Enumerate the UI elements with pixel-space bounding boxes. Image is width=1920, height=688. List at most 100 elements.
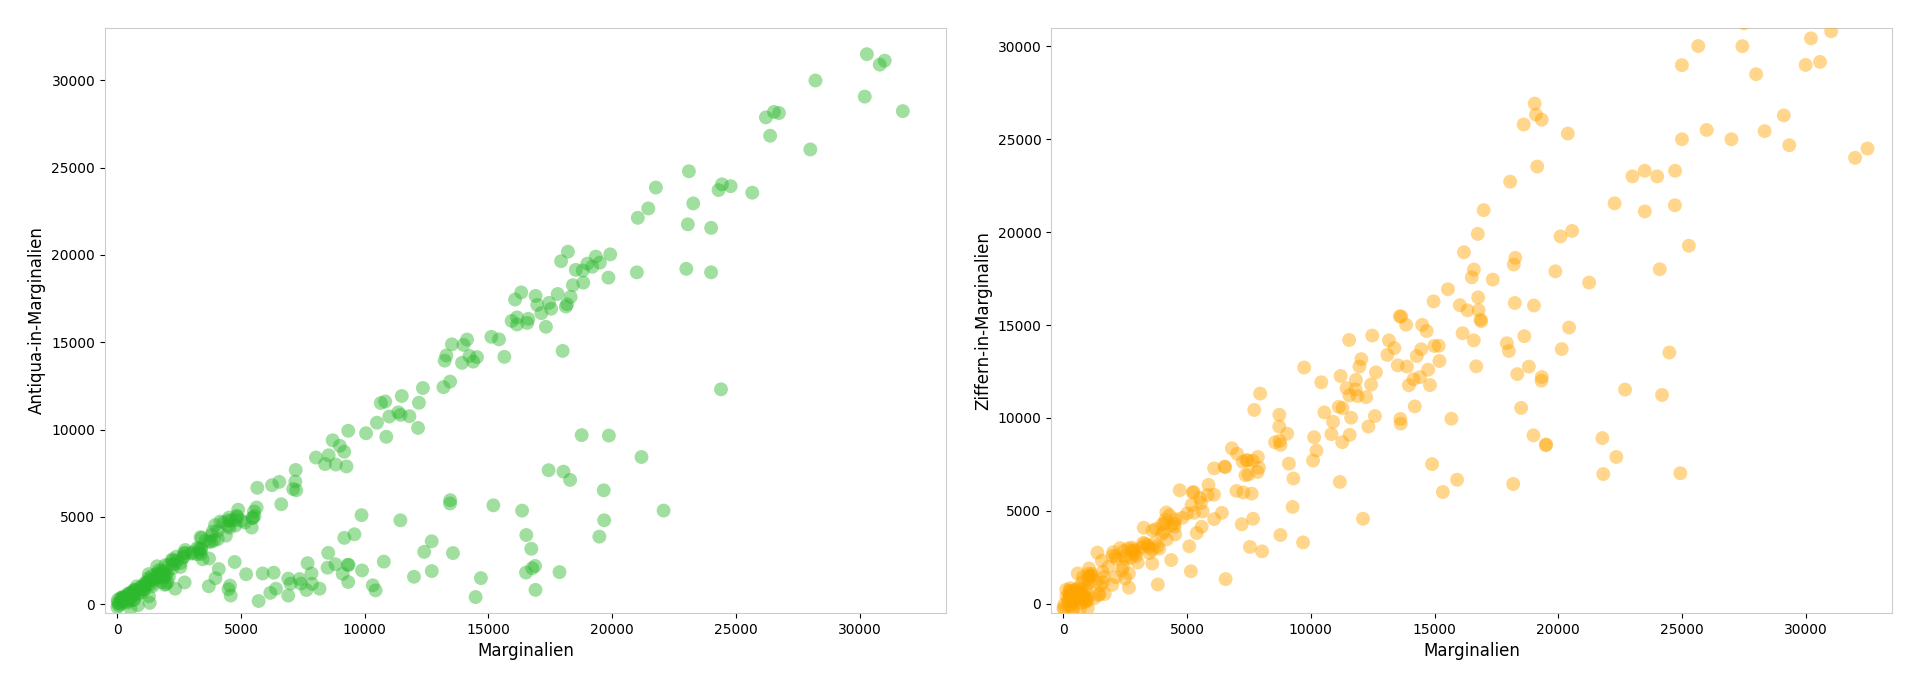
Point: [1110, 553, 1140, 564]
Point: [108, 593, 138, 604]
Point: [561, 264, 591, 275]
Point: [1073, 568, 1104, 579]
Point: [1073, 574, 1104, 585]
Point: [541, 288, 572, 299]
Point: [113, 596, 144, 607]
Point: [1692, 125, 1722, 136]
Point: [215, 522, 246, 533]
Point: [595, 249, 626, 260]
Point: [215, 515, 246, 526]
Point: [1142, 579, 1173, 590]
Point: [1271, 428, 1302, 439]
Point: [1279, 473, 1309, 484]
Point: [382, 407, 413, 418]
Point: [1066, 587, 1096, 598]
Point: [292, 558, 323, 569]
Point: [108, 591, 138, 602]
Point: [1325, 371, 1356, 382]
Point: [154, 571, 184, 582]
Point: [236, 522, 267, 533]
Point: [1463, 292, 1494, 303]
Point: [146, 565, 177, 576]
Point: [1238, 455, 1269, 466]
Point: [317, 435, 348, 446]
Point: [568, 265, 599, 276]
Point: [213, 515, 244, 526]
Point: [1133, 541, 1164, 552]
Point: [296, 579, 326, 590]
Point: [157, 554, 188, 565]
Point: [1405, 372, 1436, 383]
Point: [490, 352, 520, 363]
Point: [119, 585, 150, 596]
Point: [129, 584, 159, 595]
Point: [1117, 545, 1148, 556]
Point: [1114, 568, 1144, 579]
Point: [123, 600, 154, 611]
X-axis label: Marginalien: Marginalien: [1423, 642, 1521, 660]
Point: [1419, 296, 1450, 307]
Point: [1150, 518, 1181, 529]
Point: [205, 516, 236, 527]
Point: [1192, 480, 1223, 491]
Point: [165, 561, 196, 572]
Point: [1229, 487, 1260, 498]
Point: [1839, 152, 1870, 163]
Point: [150, 559, 180, 570]
Point: [403, 422, 434, 433]
Point: [407, 383, 438, 394]
Point: [536, 303, 566, 314]
Point: [127, 587, 157, 598]
Point: [1156, 555, 1187, 566]
Point: [144, 568, 175, 579]
Point: [1054, 601, 1085, 612]
Point: [113, 597, 144, 608]
Point: [142, 573, 173, 584]
Point: [1260, 437, 1290, 448]
Point: [1546, 343, 1576, 354]
Point: [451, 334, 482, 345]
Point: [1306, 377, 1336, 388]
Point: [136, 579, 167, 590]
Point: [1073, 603, 1104, 614]
Point: [190, 535, 221, 546]
Point: [386, 409, 417, 420]
Point: [516, 563, 547, 574]
Point: [1384, 413, 1415, 424]
Point: [1526, 114, 1557, 125]
Point: [1198, 489, 1229, 500]
Point: [695, 267, 726, 278]
Point: [1210, 462, 1240, 473]
Point: [186, 554, 217, 565]
Point: [1749, 126, 1780, 137]
Point: [1659, 200, 1690, 211]
Point: [1198, 513, 1229, 524]
Point: [1068, 572, 1098, 583]
Point: [568, 277, 599, 288]
Point: [321, 459, 351, 470]
Point: [1557, 226, 1588, 237]
Point: [238, 513, 269, 524]
Point: [1050, 591, 1081, 602]
Point: [386, 515, 417, 526]
Point: [1071, 595, 1102, 606]
Point: [109, 592, 140, 603]
Point: [507, 505, 538, 516]
Point: [461, 352, 492, 363]
Point: [242, 502, 273, 513]
Point: [204, 563, 234, 574]
Point: [1816, 25, 1847, 36]
Point: [286, 578, 317, 589]
Point: [1066, 597, 1096, 608]
Point: [1114, 582, 1144, 593]
Point: [127, 583, 157, 594]
Point: [221, 511, 252, 522]
Point: [240, 510, 271, 522]
Point: [1173, 541, 1204, 552]
Point: [1354, 421, 1384, 432]
Point: [113, 592, 144, 603]
Point: [157, 563, 188, 574]
Point: [1187, 506, 1217, 517]
Point: [534, 464, 564, 475]
Point: [230, 569, 261, 580]
